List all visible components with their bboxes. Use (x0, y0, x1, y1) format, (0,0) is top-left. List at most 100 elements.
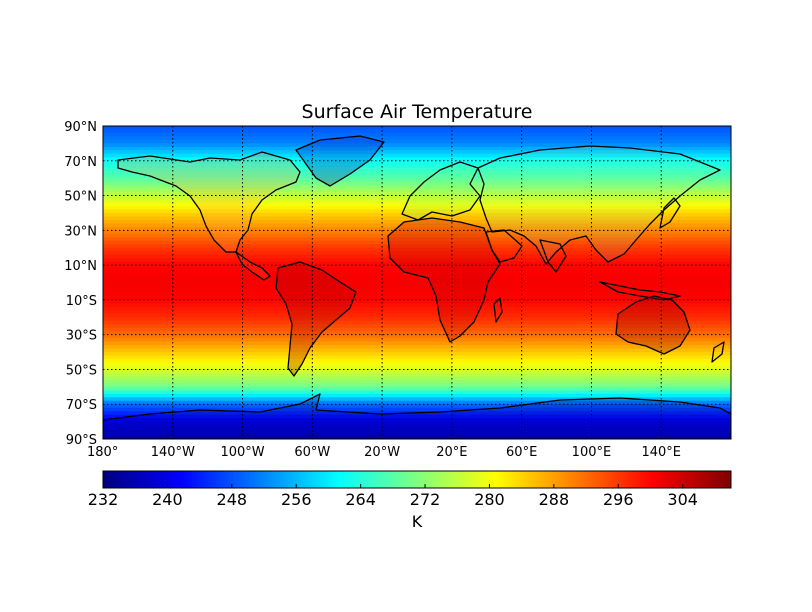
coastline-asia (477, 145, 721, 265)
colorbar-tick-label: 280 (474, 490, 505, 509)
temperature-band (103, 310, 731, 315)
temperature-band (103, 136, 731, 141)
temperature-band (103, 407, 731, 412)
longitude-tick-label: 100°W (220, 445, 264, 460)
temperature-band (103, 199, 731, 204)
temperature-band (103, 254, 731, 259)
temperature-band (103, 202, 731, 207)
temperature-band (103, 331, 731, 336)
temperature-band (103, 185, 731, 190)
temperature-band (103, 376, 731, 381)
temperature-band (103, 126, 731, 131)
temperature-band (103, 404, 731, 409)
latitude-tick-label: 70°S (66, 398, 97, 413)
temperature-band (103, 320, 731, 325)
temperature-band (103, 393, 731, 398)
temperature-band (103, 268, 731, 273)
latitude-tick-label: 90°S (66, 433, 97, 448)
temperature-band (103, 275, 731, 280)
longitude-tick-label: 140°W (151, 445, 195, 460)
latitude-tick-label: 70°N (64, 155, 97, 170)
temperature-band (103, 164, 731, 169)
coastline-india (539, 239, 567, 273)
coastline-africa (387, 217, 501, 343)
temperature-band (103, 306, 731, 311)
temperature-band (103, 383, 731, 388)
colorbar-gradient (102, 470, 732, 489)
coastline-madagascar (493, 297, 503, 323)
temperature-band (103, 362, 731, 367)
map-frame (102, 125, 732, 440)
coastline-indonesia (599, 281, 681, 301)
colorbar-tick-label: 288 (539, 490, 570, 509)
longitude-tick-label: 60°E (506, 445, 537, 460)
temperature-band (103, 324, 731, 329)
longitude-tick-label: 20°W (364, 445, 400, 460)
temperature-band (103, 348, 731, 353)
temperature-band (103, 355, 731, 360)
colorbar-label: K (412, 512, 423, 531)
temperature-band (103, 390, 731, 395)
chart-title: Surface Air Temperature (302, 101, 533, 123)
temperature-band (103, 432, 731, 437)
temperature-band (103, 205, 731, 211)
temperature-band (103, 209, 731, 214)
longitude-tick-label: 140°E (641, 445, 681, 460)
latitude-tick-label: 30°N (64, 224, 97, 239)
temperature-band (103, 282, 731, 287)
temperature-band (103, 279, 731, 284)
temperature-band (103, 230, 731, 235)
temperature-band (103, 372, 731, 377)
temperature-band (103, 352, 731, 357)
temperature-band (103, 188, 731, 193)
temperature-band (103, 129, 731, 134)
latitude-tick-label: 50°N (64, 190, 97, 205)
temperature-band (103, 265, 731, 270)
temperature-band (103, 341, 731, 346)
latitude-tick-label: 30°S (66, 329, 97, 344)
temperature-map (103, 126, 731, 439)
temperature-band (103, 146, 731, 151)
temperature-band (103, 247, 731, 252)
temperature-band (103, 261, 731, 266)
temperature-band (103, 369, 731, 374)
temperature-band (103, 313, 731, 318)
temperature-band (103, 195, 731, 200)
temperature-band (103, 418, 731, 423)
colorbar: 232 240 248 256 264 272 280 288 296 304 K (88, 470, 732, 531)
temperature-band (103, 212, 731, 218)
temperature-band (103, 143, 731, 148)
colorbar-tick-label: 296 (603, 490, 634, 509)
temperature-band (103, 240, 731, 245)
colorbar-tick-label: 240 (152, 490, 183, 509)
coastline-south-america (275, 261, 357, 377)
colorbar-ticks: 232 240 248 256 264 272 280 288 296 304 (88, 484, 698, 509)
longitude-tick-label: 180° (87, 445, 118, 460)
colorbar-tick-label: 272 (410, 490, 441, 509)
temperature-band (103, 289, 731, 294)
temperature-band (103, 317, 731, 322)
coastline-japan (659, 197, 681, 229)
temperature-band (103, 181, 731, 186)
temperature-band (103, 153, 731, 158)
temperature-band (103, 167, 731, 172)
temperature-band (103, 414, 731, 419)
temperature-band (103, 272, 731, 277)
temperature-band (103, 334, 731, 339)
temperature-band (103, 435, 731, 439)
latitude-tick-label: 10°S (66, 294, 97, 309)
temperature-band (103, 226, 731, 231)
colorbar-tick-label: 248 (217, 490, 248, 509)
temperature-band (103, 397, 731, 402)
temperature-band (103, 299, 731, 304)
temperature-band (103, 244, 731, 249)
temperature-band (103, 303, 731, 308)
temperature-band (103, 160, 731, 165)
continents (103, 135, 731, 439)
temperature-field (103, 126, 731, 439)
temperature-band (103, 296, 731, 301)
temperature-band (103, 216, 731, 221)
longitude-tick-label: 20°E (436, 445, 467, 460)
temperature-band (103, 132, 731, 138)
temperature-band (103, 285, 731, 291)
